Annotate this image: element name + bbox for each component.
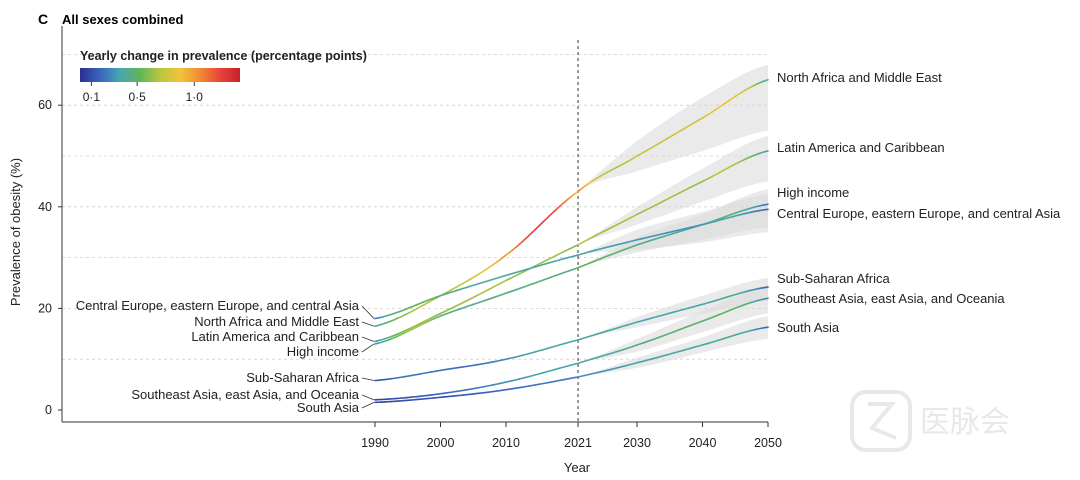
y-ticks: 0 20 40 60 (38, 98, 62, 417)
left-label: High income (287, 344, 359, 359)
right-series-labels: North Africa and Middle East Latin Americ… (777, 70, 1061, 335)
color-legend: Yearly change in prevalence (percentage … (80, 49, 367, 104)
left-leader-line (361, 321, 375, 327)
left-label: Central Europe, eastern Europe, and cent… (76, 298, 360, 313)
x-axis-title: Year (564, 460, 591, 475)
x-tick-label: 2030 (623, 436, 651, 450)
series-segment (763, 150, 769, 153)
right-label: Sub-Saharan Africa (777, 271, 891, 286)
series-segment (763, 79, 769, 82)
series-line (374, 326, 769, 404)
y-axis-title: Prevalence of obesity (%) (8, 158, 23, 306)
watermark-text: 医脉会 (920, 406, 1010, 439)
uncertainty-band (578, 285, 768, 364)
right-label: Latin America and Caribbean (777, 140, 945, 155)
legend-tick-label: 0·1 (83, 90, 101, 104)
right-label: High income (777, 185, 849, 200)
series-lines (374, 79, 769, 404)
left-leader-line (361, 343, 375, 353)
uncertainty-band (578, 64, 768, 192)
legend-ticks: 0·1 0·5 1·0 (83, 82, 204, 104)
uncertainty-band (578, 277, 768, 340)
legend-tick-label: 1·0 (186, 90, 204, 104)
uncertainty-bands (578, 64, 768, 377)
series-line (374, 150, 769, 343)
left-label: North Africa and Middle East (194, 314, 359, 329)
series-segment (763, 203, 769, 206)
y-tick-label: 60 (38, 98, 52, 112)
left-leader-line (361, 394, 375, 401)
legend-tick-label: 0·5 (128, 90, 146, 104)
uncertainty-band (578, 135, 768, 245)
y-tick-label: 0 (45, 403, 52, 417)
left-label: Latin America and Caribbean (191, 329, 359, 344)
x-ticks: 1990 2000 2010 2021 2030 2040 2050 (361, 422, 782, 450)
watermark-glyph-icon (868, 402, 897, 440)
legend-colorbar (80, 68, 240, 82)
left-leader-line (361, 305, 375, 319)
y-tick-label: 20 (38, 301, 52, 315)
uncertainty-band (578, 194, 768, 256)
series-line (374, 203, 769, 345)
series-segment (763, 297, 769, 300)
y-tick-label: 40 (38, 200, 52, 214)
x-tick-label: 2040 (689, 436, 717, 450)
left-label: South Asia (297, 400, 360, 415)
x-tick-label: 2021 (564, 436, 592, 450)
legend-title: Yearly change in prevalence (percentage … (80, 49, 367, 63)
series-line (374, 297, 769, 401)
series-line (374, 79, 769, 327)
left-label: Southeast Asia, east Asia, and Oceania (131, 387, 359, 402)
x-tick-label: 2000 (427, 436, 455, 450)
x-tick-label: 2050 (754, 436, 782, 450)
watermark-logo: 医脉会 (850, 390, 1010, 452)
right-label: Southeast Asia, east Asia, and Oceania (777, 291, 1005, 306)
panel-letter: C (38, 11, 48, 27)
left-leader-line (361, 377, 375, 381)
right-label: Central Europe, eastern Europe, and cent… (777, 206, 1061, 221)
panel-title: All sexes combined (62, 12, 183, 27)
series-line (374, 286, 769, 382)
left-leader-line (361, 402, 375, 409)
series-line (374, 208, 769, 320)
x-tick-label: 2010 (492, 436, 520, 450)
left-leader-line (361, 336, 375, 342)
right-label: South Asia (777, 320, 840, 335)
right-label: North Africa and Middle East (777, 70, 942, 85)
uncertainty-band (578, 316, 768, 377)
x-tick-label: 1990 (361, 436, 389, 450)
watermark-badge-icon (850, 390, 912, 452)
left-label: Sub-Saharan Africa (246, 370, 360, 385)
